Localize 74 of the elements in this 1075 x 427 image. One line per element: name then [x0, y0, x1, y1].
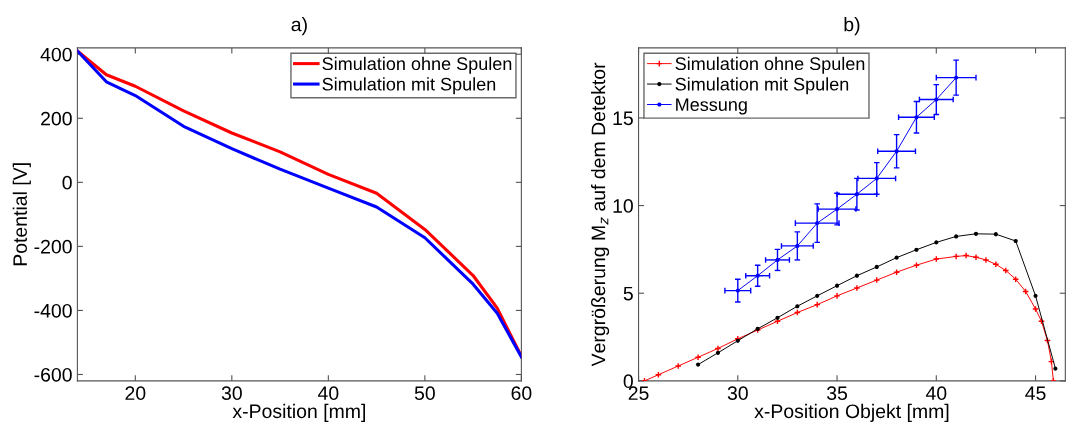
point: [815, 221, 820, 226]
point: [894, 149, 899, 154]
point: [934, 97, 939, 102]
y-tick-label: 0: [623, 374, 633, 389]
point: [815, 293, 820, 298]
point: [854, 273, 859, 278]
chart-title: b): [844, 17, 860, 36]
y-tick-label: 200: [41, 111, 72, 126]
point: [834, 207, 840, 212]
chart-title: a): [291, 17, 307, 36]
point: [992, 260, 1000, 268]
point: [696, 362, 701, 367]
point: [674, 362, 682, 370]
point: [833, 292, 841, 300]
point: [932, 255, 940, 263]
point: [972, 253, 980, 261]
y-tick-label: -200: [34, 239, 72, 254]
point: [775, 257, 780, 263]
point: [694, 353, 702, 361]
point: [795, 304, 800, 309]
x-tick-label: 45: [1025, 386, 1046, 401]
point: [874, 176, 879, 181]
point: [973, 231, 979, 236]
x-tick-label: 35: [826, 386, 848, 401]
point: [894, 255, 899, 260]
x-tick-label: 60: [511, 386, 532, 401]
legend-label: Simulation ohne Spulen: [675, 56, 865, 74]
point: [755, 273, 760, 278]
y-tick-label: -600: [34, 367, 72, 382]
point: [874, 264, 879, 270]
y-tick-label: 0: [62, 175, 72, 190]
point: [914, 247, 919, 252]
point: [1032, 305, 1040, 313]
y-tick-label: 10: [613, 199, 633, 213]
point: [954, 234, 959, 239]
point: [873, 276, 881, 284]
x-tick-label: 20: [125, 386, 146, 401]
point: [952, 252, 960, 260]
point: [934, 240, 939, 245]
x-tick-label: 30: [221, 386, 242, 401]
y-axis-title: Potential [V]: [12, 163, 31, 266]
y-tick-label: -400: [34, 303, 72, 318]
point: [982, 256, 990, 264]
point: [1013, 238, 1018, 244]
y-tick-label: 5: [623, 286, 633, 301]
point: [914, 115, 919, 120]
x-tick-label: 50: [414, 386, 435, 401]
x-tick-label: 40: [317, 386, 339, 401]
point: [714, 344, 722, 352]
point: [715, 350, 721, 355]
point: [854, 192, 859, 197]
point: [775, 315, 780, 320]
x-tick-label: 40: [925, 386, 947, 401]
point: [853, 284, 861, 292]
y-tick-label: 400: [40, 47, 72, 62]
point: [795, 243, 800, 248]
x-tick-label: 25: [628, 386, 649, 401]
point: [954, 75, 959, 80]
legend-label: Simulation ohne Spulen: [322, 56, 512, 74]
legend-label: Simulation mit Spulen: [675, 77, 849, 95]
point: [735, 288, 740, 293]
point: [1033, 293, 1038, 298]
point: [834, 283, 840, 288]
point: [993, 232, 998, 237]
x-tick-label: 30: [727, 386, 748, 401]
legend-label: Simulation mit Spulen: [322, 77, 496, 95]
x-axis-title: x-Position Objekt [mm]: [754, 403, 949, 422]
point: [912, 261, 920, 269]
point: [962, 252, 970, 260]
x-axis-title: x-Position [mm]: [232, 403, 365, 422]
point: [1053, 366, 1058, 371]
y-tick-label: 15: [613, 111, 633, 126]
y-axis-title: Vergrößerung M$_{z}$ auf dem Detektor: [591, 62, 610, 367]
legend-label: Messung: [676, 98, 747, 115]
